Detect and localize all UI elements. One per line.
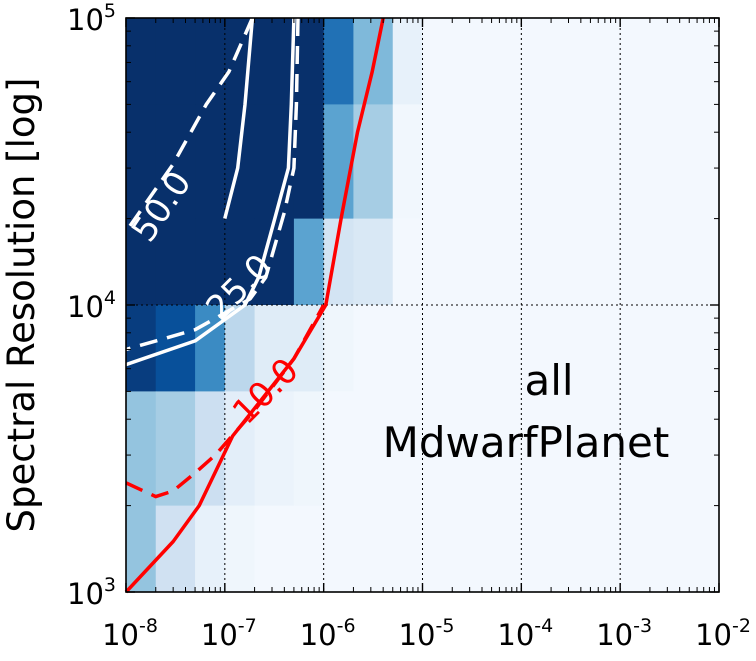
heatmap-cell (620, 18, 720, 105)
heatmap-cell (293, 505, 325, 593)
heatmap-cells (126, 18, 720, 593)
axis-ticks (125, 17, 720, 593)
y-tick-label: 104 (67, 287, 116, 324)
contour-50.0-solid (223, 17, 255, 220)
heatmap-cell (126, 505, 157, 593)
heatmap-cell (254, 18, 295, 105)
heatmap-cell (422, 218, 522, 306)
heatmap-cell (422, 104, 522, 220)
heatmap-cell (224, 505, 256, 593)
x-tick-labels: 10-8 10-7 10-6 10-5 10-4 10-3 10-2 (102, 615, 751, 652)
heatmap-cell (521, 305, 621, 392)
heatmap-cell (521, 104, 621, 220)
heatmap-cell (353, 218, 394, 306)
heatmap-cell (392, 218, 424, 306)
x-tick-label: 10-8 (102, 615, 158, 652)
annotation-line-2: MdwarfPlanet (383, 418, 670, 467)
heatmap-cell (126, 305, 157, 392)
heatmap-cell (620, 305, 720, 392)
heatmap-cell (392, 104, 424, 220)
heatmap-cell (293, 218, 325, 306)
y-tick-label: 103 (67, 574, 116, 611)
heatmap-cell (353, 305, 394, 392)
heatmap-cell (620, 505, 720, 593)
x-tick-label: 10-5 (399, 615, 455, 652)
heatmap-cell (155, 104, 196, 220)
annotation-line-1: all (524, 356, 573, 405)
heatmap-cell (521, 218, 621, 306)
heatmap-cell (224, 305, 256, 392)
heatmap-cell (323, 104, 355, 220)
heatmap-cell (422, 391, 522, 507)
x-tick-label: 10-6 (300, 615, 356, 652)
x-tick-label: 10-3 (596, 615, 652, 652)
heatmap-cell (224, 391, 256, 507)
y-tick-label: 105 (67, 0, 116, 37)
heatmap-cell (392, 391, 424, 507)
heatmap-cell (323, 505, 355, 593)
y-axis-label: Spectral Resolution [log] (0, 78, 43, 533)
heatmap-cell (254, 305, 295, 392)
heatmap-cell (126, 104, 157, 220)
heatmap-cell (323, 18, 355, 105)
contour-25.0-solid (125, 17, 296, 367)
heatmap-cell (195, 104, 226, 220)
heatmap-cell (323, 391, 355, 507)
heatmap-cell (155, 18, 196, 105)
heatmap-cell (422, 505, 522, 593)
contour-25.0-dashed (125, 17, 300, 352)
heatmap-cell (195, 305, 226, 392)
heatmap-cell (195, 218, 226, 306)
heatmap-cell (254, 505, 295, 593)
heatmap-cell (422, 18, 522, 105)
heatmap-cell (195, 18, 226, 105)
heatmap-cell (293, 104, 325, 220)
x-tick-label: 10-2 (695, 615, 751, 652)
contour-lines (124, 17, 385, 594)
heatmap-cell (126, 218, 157, 306)
heatmap-cell (521, 391, 621, 507)
heatmap-cell (126, 18, 157, 105)
heatmap-cell (353, 391, 394, 507)
heatmap-cell (392, 18, 424, 105)
heatmap-cell (323, 305, 355, 392)
contour-10.0-dashed (125, 304, 326, 499)
heatmap-cell (620, 218, 720, 306)
y-tick-labels: 103 104 105 (67, 0, 116, 611)
heatmap-cell (422, 305, 522, 392)
x-tick-label: 10-7 (201, 615, 257, 652)
x-tick-label: 10-4 (497, 615, 553, 652)
heatmap-cell (254, 391, 295, 507)
heatmap-cell (620, 104, 720, 220)
heatmap-cell (392, 505, 424, 593)
heatmap-cell (521, 505, 621, 593)
heatmap-cell (353, 505, 394, 593)
heatmap-cell (155, 391, 196, 507)
heatmap-cell (293, 391, 325, 507)
heatmap-cell (620, 391, 720, 507)
heatmap-cell (392, 305, 424, 392)
contour-50.0-dashed (124, 17, 255, 233)
heatmap-cell (521, 18, 621, 105)
heatmap-cell (195, 505, 226, 593)
heatmap-cell (155, 218, 196, 306)
